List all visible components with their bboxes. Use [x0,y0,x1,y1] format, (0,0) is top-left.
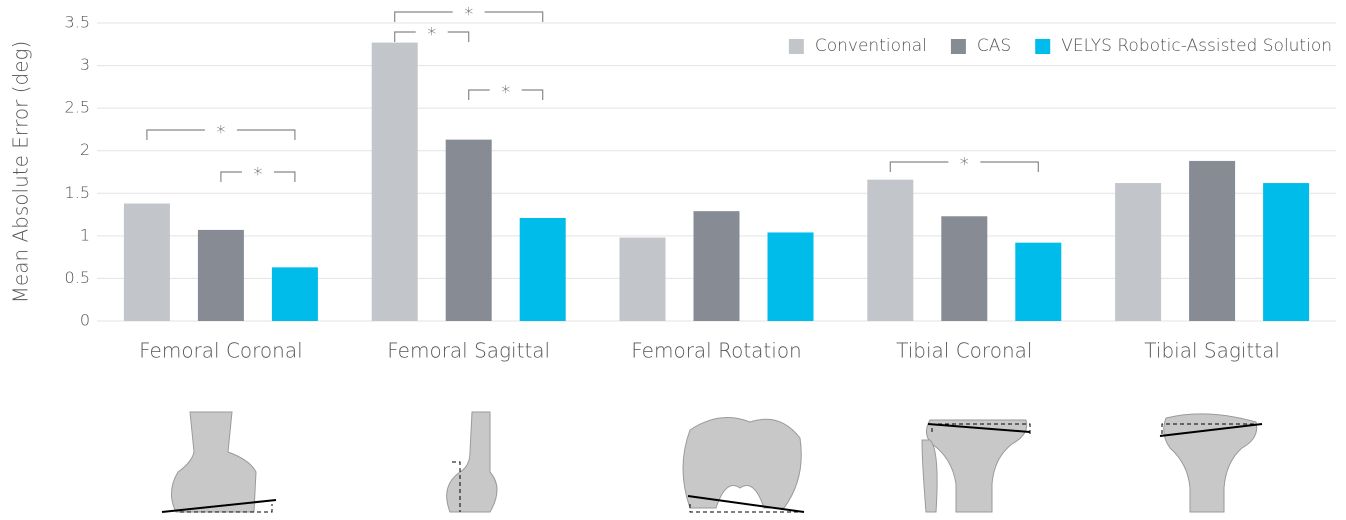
significance-bracket [220,171,296,182]
significance-label: * [501,82,510,103]
ref-line [180,504,273,513]
significance-label: * [216,122,225,143]
y-tick-label: 3.5 [65,13,90,32]
bone-femur-front [171,411,257,513]
legend-label: Conventional [815,36,927,56]
legend-swatch [950,39,966,54]
significance-bracket [889,161,1039,172]
bar [123,203,170,321]
significance-bracket [394,31,470,42]
bone-fibula [921,439,938,513]
legend-label: CAS [977,36,1011,56]
significance-bracket [468,89,544,100]
bar [619,237,666,321]
ref-line [931,423,1031,434]
bone-illustrations [161,411,1263,513]
significance-label: * [427,24,436,45]
axis-line [687,495,805,513]
x-tick-label: Tibial Sagittal [1144,339,1280,363]
legend-label: VELYS Robotic-Assisted Solution [1061,36,1332,56]
bone-femur-side [446,411,498,513]
x-tick-label: Femoral Coronal [139,339,303,363]
axis-line [927,423,1031,433]
y-tick-label: 1 [80,225,90,244]
significance-label: * [464,4,473,25]
bar [519,217,566,321]
bone-tibia-front [926,419,1028,513]
bar [271,267,318,321]
axis-line [161,499,277,513]
bar [767,232,814,321]
y-axis-label: Mean Absolute Error (deg) [9,41,33,304]
bar [867,179,914,321]
bar [1263,183,1310,321]
bar [1115,183,1162,321]
bar [1189,160,1236,321]
legend-swatch [788,39,804,54]
ref-line [689,504,800,513]
x-tick-label: Tibial Coronal [896,339,1032,363]
bar [1015,242,1062,321]
bone-tibia-side [1163,413,1258,513]
x-tick-label: Femoral Sagittal [387,339,550,363]
y-tick-label: 3 [80,55,90,74]
significance-label: * [960,154,969,175]
y-tick-label: 0 [80,311,90,330]
significance-label: * [253,164,262,185]
x-tick-label: Femoral Rotation [631,339,801,363]
y-tick-label: 1.5 [65,183,90,202]
y-tick-label: 2.5 [65,98,90,117]
bar [371,42,418,321]
ref-line [452,461,461,512]
axis-line [1159,423,1263,437]
significance-bracket [394,11,544,22]
bar [197,229,244,321]
y-tick-label: 0.5 [65,268,90,287]
bar [693,211,740,321]
ref-line [1161,423,1256,434]
bar [941,216,988,321]
y-tick-label: 2 [80,140,90,159]
legend-swatch [1035,39,1051,54]
bone-femur-distal [682,417,802,509]
significance-bracket [146,129,296,140]
bar [445,139,492,321]
